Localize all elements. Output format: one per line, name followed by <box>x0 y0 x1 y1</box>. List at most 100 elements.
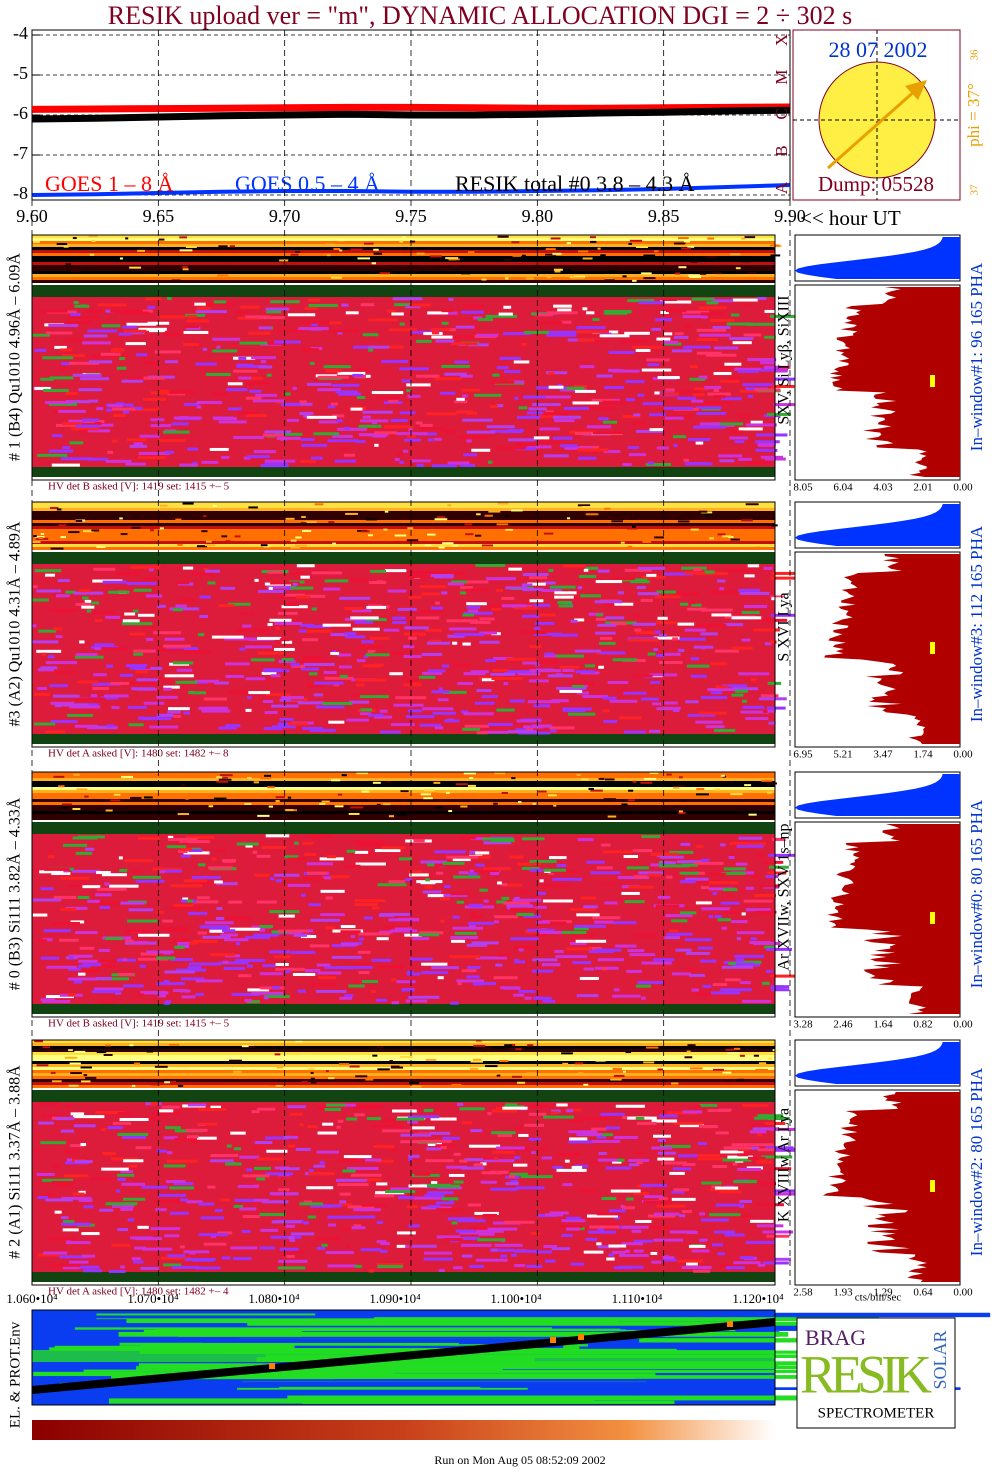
body-streak <box>528 1137 541 1141</box>
strip-speck <box>546 276 552 279</box>
body-streak <box>297 989 306 993</box>
body-streak <box>209 927 241 931</box>
body-streak <box>147 321 170 325</box>
body-streak <box>362 664 381 668</box>
strip-speck <box>643 254 656 257</box>
body-streak <box>47 849 53 853</box>
body-streak <box>422 671 442 675</box>
body-streak <box>150 418 165 422</box>
body-streak <box>72 1115 105 1119</box>
strip-speck <box>275 1084 283 1087</box>
body-streak <box>407 1120 419 1124</box>
body-streak <box>127 919 158 923</box>
body-streak <box>332 650 337 654</box>
env-streak <box>265 1328 621 1333</box>
strip-speck <box>562 1062 569 1065</box>
body-streak <box>509 1172 528 1176</box>
strip-speck <box>356 513 370 516</box>
strip-speck <box>125 237 129 240</box>
body-streak <box>504 370 521 374</box>
body-streak <box>451 1221 458 1225</box>
body-streak <box>408 595 422 599</box>
body-streak <box>533 704 551 708</box>
body-edge <box>32 1090 775 1102</box>
body-streak <box>180 1198 189 1202</box>
body-streak <box>518 631 548 635</box>
body-streak <box>579 365 595 369</box>
strip-speck <box>476 513 481 516</box>
body-streak <box>239 1207 257 1211</box>
body-streak <box>106 408 112 412</box>
body-streak <box>489 604 510 608</box>
body-streak <box>505 657 536 661</box>
body-streak <box>576 1133 603 1137</box>
body-streak <box>98 423 114 427</box>
body-streak <box>648 729 661 733</box>
body-streak <box>304 852 317 856</box>
body-streak <box>156 982 185 986</box>
body-streak <box>100 1128 107 1132</box>
body-streak <box>58 409 86 413</box>
body-streak <box>663 406 693 410</box>
body-streak <box>258 365 273 369</box>
body-streak <box>663 1256 675 1260</box>
body-streak <box>470 670 489 674</box>
body-streak <box>503 305 512 309</box>
body-streak <box>569 681 594 685</box>
strip-band <box>32 772 775 775</box>
body-streak <box>320 889 345 893</box>
body-streak <box>457 682 473 686</box>
body-streak <box>443 719 460 723</box>
body-streak <box>72 1192 85 1196</box>
body-streak <box>335 390 358 394</box>
body-streak <box>351 962 373 966</box>
body-streak <box>367 604 383 608</box>
body-streak <box>275 432 303 436</box>
body-streak <box>324 1108 341 1112</box>
body-streak <box>278 660 296 664</box>
strip-speck <box>632 525 636 528</box>
body-streak <box>570 619 578 623</box>
body-streak <box>384 425 413 429</box>
body-streak <box>556 686 587 690</box>
strip-speck <box>434 518 448 521</box>
body-streak <box>138 451 170 455</box>
body-streak <box>744 574 755 578</box>
strip-speck <box>604 507 611 510</box>
body-streak <box>651 1119 678 1123</box>
body-streak <box>641 835 661 839</box>
body-streak <box>405 715 435 719</box>
body-streak <box>42 1178 74 1182</box>
strip-speck <box>103 1053 113 1056</box>
body-streak <box>526 928 555 932</box>
body-streak <box>172 661 194 665</box>
body-streak <box>734 954 765 958</box>
body-streak <box>246 381 270 385</box>
body-streak <box>111 1243 131 1247</box>
body-streak <box>680 842 691 846</box>
body-streak <box>111 1157 138 1161</box>
body-streak <box>220 1198 230 1202</box>
strip-speck <box>137 249 145 252</box>
body-streak <box>537 905 547 909</box>
body-streak <box>462 613 475 617</box>
body-streak <box>745 1241 775 1245</box>
body-streak <box>451 580 467 584</box>
body-streak <box>687 713 716 717</box>
body-streak <box>104 694 129 698</box>
body-streak <box>683 458 689 462</box>
body-streak <box>87 457 109 461</box>
body-streak <box>79 640 85 644</box>
body-streak <box>45 730 66 734</box>
body-streak <box>259 629 267 633</box>
body-streak <box>405 678 420 682</box>
body-streak <box>664 652 681 656</box>
body-streak <box>194 679 219 683</box>
strip-speck <box>499 1059 509 1062</box>
body-streak <box>156 648 185 652</box>
body-streak <box>368 348 373 352</box>
body-streak <box>275 967 305 971</box>
strip-speck <box>452 544 459 547</box>
strip-speck <box>185 797 189 800</box>
body-streak <box>543 1115 574 1119</box>
